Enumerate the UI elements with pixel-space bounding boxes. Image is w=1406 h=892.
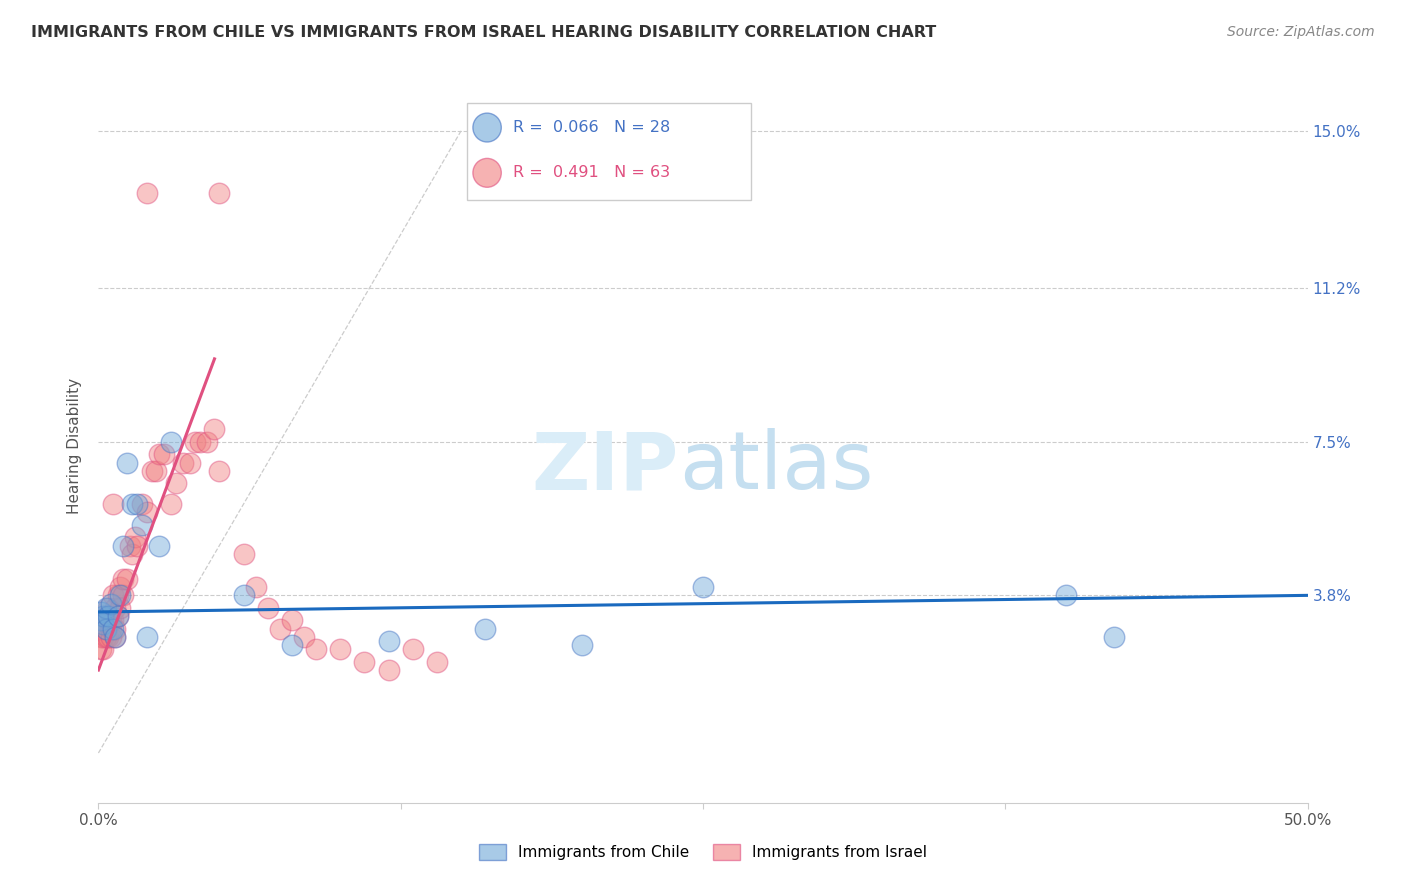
Point — [148, 539, 170, 553]
Point — [232, 588, 254, 602]
Point — [124, 530, 146, 544]
Point — [101, 497, 124, 511]
Point — [101, 613, 124, 627]
Point — [160, 497, 183, 511]
Point — [91, 613, 114, 627]
Text: atlas: atlas — [679, 428, 873, 507]
Point — [152, 447, 174, 461]
Point — [172, 456, 194, 470]
Point — [329, 642, 352, 657]
Point — [100, 622, 122, 636]
Point — [188, 434, 211, 449]
Point — [165, 476, 187, 491]
Point — [160, 434, 183, 449]
Point — [111, 588, 134, 602]
Point — [1102, 630, 1125, 644]
Point — [179, 456, 201, 470]
Point — [141, 464, 163, 478]
Point — [90, 613, 112, 627]
Point — [107, 609, 129, 624]
Point — [145, 464, 167, 478]
Point — [131, 497, 153, 511]
Text: Source: ZipAtlas.com: Source: ZipAtlas.com — [1227, 25, 1375, 39]
Point — [377, 663, 399, 677]
Point — [100, 630, 122, 644]
Point — [101, 622, 124, 636]
Point — [204, 422, 226, 436]
Point — [131, 517, 153, 532]
Point — [108, 580, 131, 594]
Point — [127, 497, 149, 511]
Point — [97, 613, 120, 627]
Point — [104, 622, 127, 636]
Point — [195, 434, 218, 449]
Point — [111, 572, 134, 586]
Point — [135, 186, 157, 200]
Point — [571, 638, 593, 652]
Point — [91, 617, 114, 632]
Point — [94, 622, 117, 636]
Point — [100, 597, 122, 611]
Point — [118, 539, 141, 553]
Point — [256, 600, 278, 615]
Point — [94, 622, 117, 636]
Point — [111, 539, 134, 553]
Point — [97, 600, 120, 615]
Point — [208, 186, 231, 200]
Point — [90, 605, 112, 619]
Y-axis label: Hearing Disability: Hearing Disability — [67, 378, 83, 514]
Point — [117, 572, 139, 586]
Point — [135, 505, 157, 519]
Point — [100, 613, 122, 627]
Point — [121, 497, 143, 511]
Point — [353, 655, 375, 669]
Point — [94, 600, 117, 615]
Point — [90, 630, 112, 644]
Point — [101, 588, 124, 602]
Point — [107, 588, 129, 602]
Point — [402, 642, 425, 657]
Point — [127, 539, 149, 553]
Point — [184, 434, 207, 449]
Point — [94, 630, 117, 644]
Point — [135, 630, 157, 644]
Point — [121, 547, 143, 561]
Point — [148, 447, 170, 461]
Point — [104, 600, 127, 615]
Point — [90, 622, 112, 636]
Point — [108, 600, 131, 615]
Point — [94, 609, 117, 624]
Point — [91, 609, 114, 624]
Point — [91, 642, 114, 657]
Point — [474, 622, 496, 636]
Point — [269, 622, 291, 636]
Point — [377, 634, 399, 648]
Point — [245, 580, 267, 594]
Point — [108, 588, 131, 602]
Point — [208, 464, 231, 478]
Point — [281, 613, 304, 627]
Point — [104, 630, 127, 644]
Point — [426, 655, 449, 669]
Point — [91, 622, 114, 636]
Point — [91, 630, 114, 644]
Legend: Immigrants from Chile, Immigrants from Israel: Immigrants from Chile, Immigrants from I… — [472, 838, 934, 866]
Point — [232, 547, 254, 561]
Point — [97, 630, 120, 644]
Point — [90, 642, 112, 657]
Point — [1054, 588, 1077, 602]
Point — [692, 580, 714, 594]
Point — [104, 630, 127, 644]
Text: IMMIGRANTS FROM CHILE VS IMMIGRANTS FROM ISRAEL HEARING DISABILITY CORRELATION C: IMMIGRANTS FROM CHILE VS IMMIGRANTS FROM… — [31, 25, 936, 40]
Text: ZIP: ZIP — [531, 428, 679, 507]
Point — [97, 609, 120, 624]
Point — [107, 609, 129, 624]
Point — [117, 456, 139, 470]
Point — [305, 642, 328, 657]
Point — [90, 613, 112, 627]
Point — [292, 630, 315, 644]
Point — [281, 638, 304, 652]
